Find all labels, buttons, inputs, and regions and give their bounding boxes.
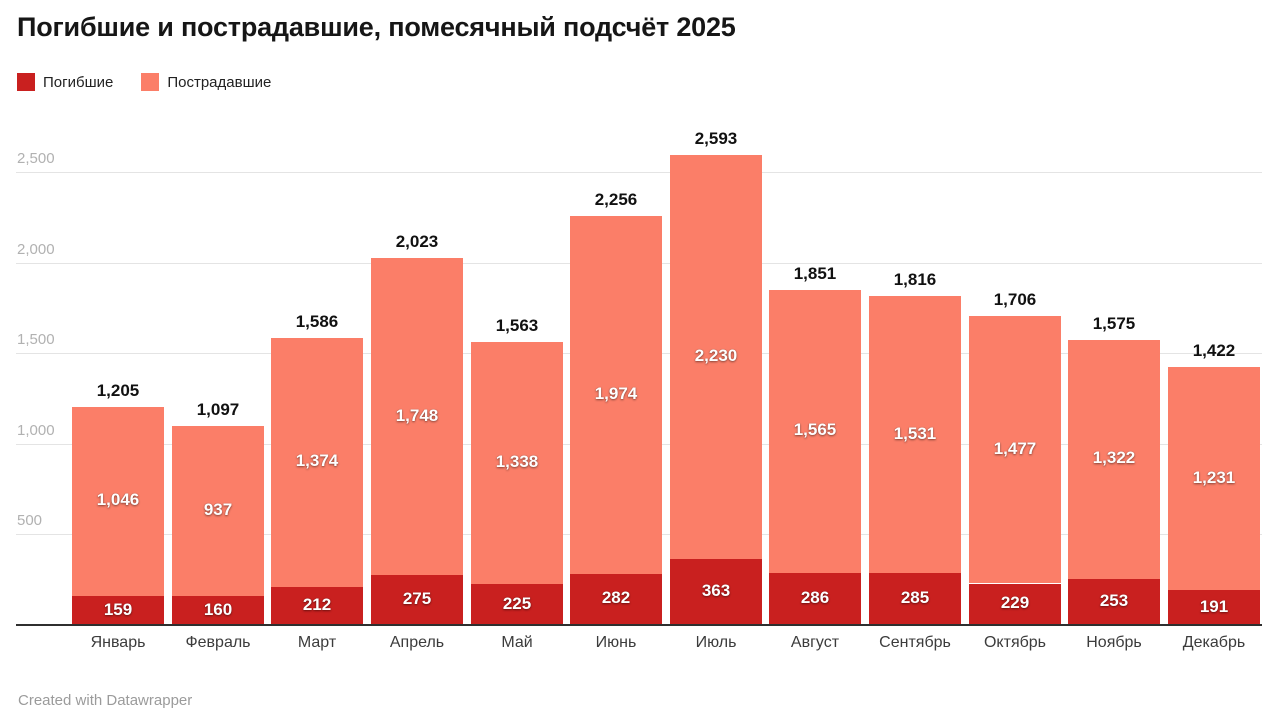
injured-value-label: 1,531 (893, 424, 937, 443)
bar-segment-injured (769, 289, 861, 574)
injured-value-label: 1,477 (993, 439, 1037, 458)
injured-value-label: 1,374 (295, 451, 339, 470)
injured-value-label: 1,974 (594, 384, 638, 403)
injured-value-label: 1,231 (1192, 468, 1236, 487)
bar-segment-injured (969, 315, 1061, 584)
injured-value-label: 1,322 (1092, 448, 1136, 467)
gridline-2500 (16, 172, 1262, 173)
total-value-label: 1,097 (196, 400, 240, 419)
bar-segment-injured (371, 258, 463, 576)
x-axis-month-label: Февраль (185, 634, 251, 651)
total-value-label: 2,256 (594, 190, 638, 209)
y-axis-tick-label: 500 (17, 512, 43, 529)
bar-segment-injured (72, 406, 164, 597)
injured-value-label: 1,748 (395, 406, 439, 425)
dead-value-label: 275 (402, 589, 432, 608)
x-axis-month-label: Ноябрь (1086, 634, 1142, 651)
bar-segment-injured (471, 341, 563, 585)
y-axis-tick-label: 2,000 (17, 241, 55, 258)
legend-item-injured: Пострадавшие (141, 73, 271, 91)
bar-segment-dead (1168, 590, 1260, 625)
injured-value-label: 1,338 (495, 452, 539, 471)
injured-value-label: 1,046 (96, 490, 140, 509)
bar-segment-injured (869, 295, 961, 574)
bar-segment-dead (769, 573, 861, 625)
x-axis-month-label: Январь (90, 634, 146, 651)
dead-value-label: 191 (1199, 597, 1229, 616)
x-axis-month-label: Декабрь (1182, 634, 1246, 651)
x-axis-line (16, 624, 1262, 626)
dead-value-label: 229 (1000, 593, 1030, 612)
dead-value-label: 285 (900, 588, 930, 607)
y-axis-tick-label: 1,500 (17, 331, 55, 348)
y-axis-tick-label: 2,500 (17, 150, 55, 167)
dead-value-label: 159 (103, 600, 133, 619)
bar-segment-injured (1068, 339, 1160, 580)
total-value-label: 1,422 (1192, 341, 1236, 360)
chart-title: Погибшие и пострадавшие, помесячный подс… (17, 12, 736, 42)
legend-item-dead: Погибшие (17, 73, 113, 91)
y-axis-tick-label: 1,000 (17, 422, 55, 439)
bar-segment-dead (72, 596, 164, 625)
bar-segment-injured (172, 426, 264, 596)
dead-value-label: 286 (800, 588, 830, 607)
dead-value-label: 212 (302, 595, 332, 614)
bar-segment-dead (570, 573, 662, 625)
legend-label-injured: Пострадавшие (167, 73, 272, 91)
dead-value-label: 225 (502, 594, 532, 613)
x-axis-month-label: Май (501, 634, 533, 651)
total-value-label: 1,586 (295, 312, 339, 331)
total-value-label: 2,593 (694, 129, 738, 148)
total-value-label: 1,563 (495, 316, 539, 335)
x-axis-month-label: Июль (695, 634, 737, 651)
injured-color-swatch-icon (141, 73, 160, 91)
bar-segment-dead (869, 573, 961, 625)
bar-segment-dead (670, 559, 762, 625)
dead-value-label: 282 (601, 588, 631, 607)
bar-segment-injured (1168, 367, 1260, 591)
bar-segment-dead (172, 596, 264, 625)
x-axis-month-label: Апрель (389, 634, 445, 651)
bar-segment-injured (271, 337, 363, 587)
dead-color-swatch-icon (17, 73, 35, 91)
x-axis-month-label: Октябрь (983, 634, 1046, 651)
total-value-label: 1,851 (793, 264, 837, 283)
dead-value-label: 160 (203, 600, 233, 619)
total-value-label: 1,706 (993, 290, 1037, 309)
total-value-label: 1,816 (893, 270, 937, 289)
legend-label-dead: Погибшие (43, 73, 114, 91)
injured-value-label: 937 (203, 500, 233, 519)
injured-value-label: 2,230 (694, 346, 738, 365)
x-axis-month-label: Сентябрь (879, 634, 951, 651)
total-value-label: 2,023 (395, 232, 439, 251)
dead-value-label: 253 (1099, 591, 1129, 610)
bar-segment-dead (371, 575, 463, 625)
dead-value-label: 363 (701, 581, 731, 600)
x-axis-month-label: Март (297, 634, 337, 651)
bar-segment-dead (271, 586, 363, 625)
datawrapper-credit-link[interactable]: Created with Datawrapper (18, 692, 193, 709)
total-value-label: 1,575 (1092, 314, 1136, 333)
bar-segment-dead (1068, 579, 1160, 625)
x-axis-month-label: Июнь (595, 634, 637, 651)
legend: Погибшие Пострадавшие (17, 73, 271, 91)
bar-segment-dead (471, 584, 563, 625)
total-value-label: 1,205 (96, 381, 140, 400)
bar-segment-dead (969, 583, 1061, 625)
bar-segment-injured (570, 216, 662, 574)
injured-value-label: 1,565 (793, 420, 837, 439)
bar-segment-injured (670, 155, 762, 560)
x-axis-month-label: Август (790, 634, 840, 651)
